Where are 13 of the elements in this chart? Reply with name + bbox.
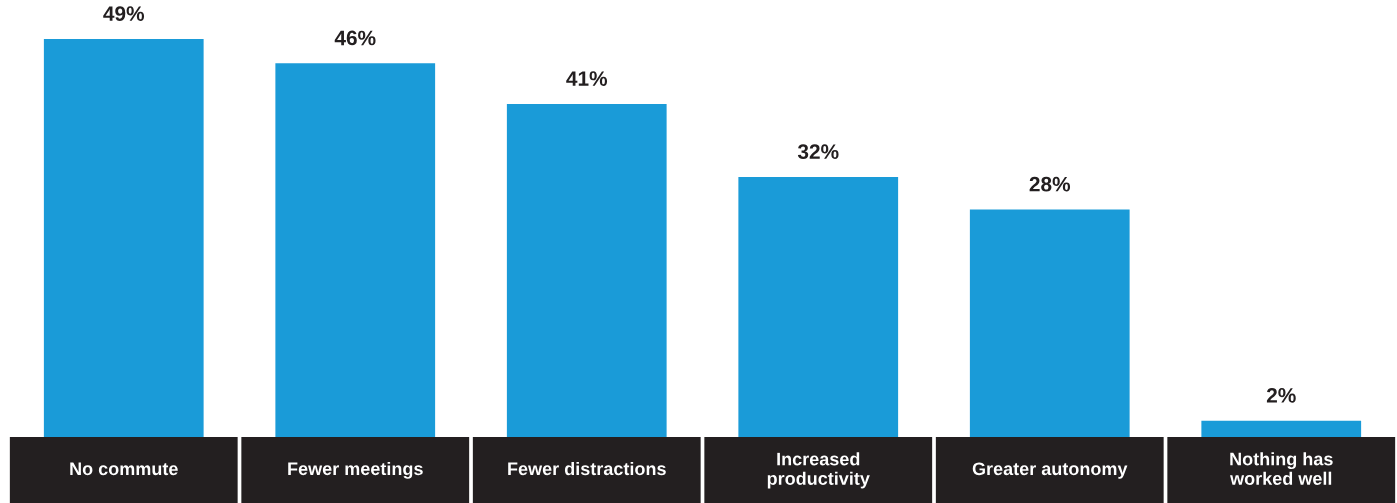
- data-label: 28%: [1029, 176, 1071, 192]
- x-tick-label: Fewer meetings: [288, 461, 423, 479]
- data-label: 49%: [103, 6, 145, 21]
- bar: [1201, 420, 1362, 437]
- data-label: 46%: [334, 30, 376, 46]
- data-label: 32%: [797, 144, 839, 160]
- x-tick-label: Increased productivity: [767, 452, 870, 489]
- x-tick-label: Fewer distractions: [508, 461, 666, 476]
- data-label: 41%: [566, 71, 608, 86]
- data-label: 2%: [1266, 387, 1296, 403]
- x-tick-label: Nothing has worked well: [1230, 452, 1333, 485]
- x-tick-label: Greater autonomy: [972, 462, 1128, 479]
- x-tick-label: No commute: [70, 462, 178, 476]
